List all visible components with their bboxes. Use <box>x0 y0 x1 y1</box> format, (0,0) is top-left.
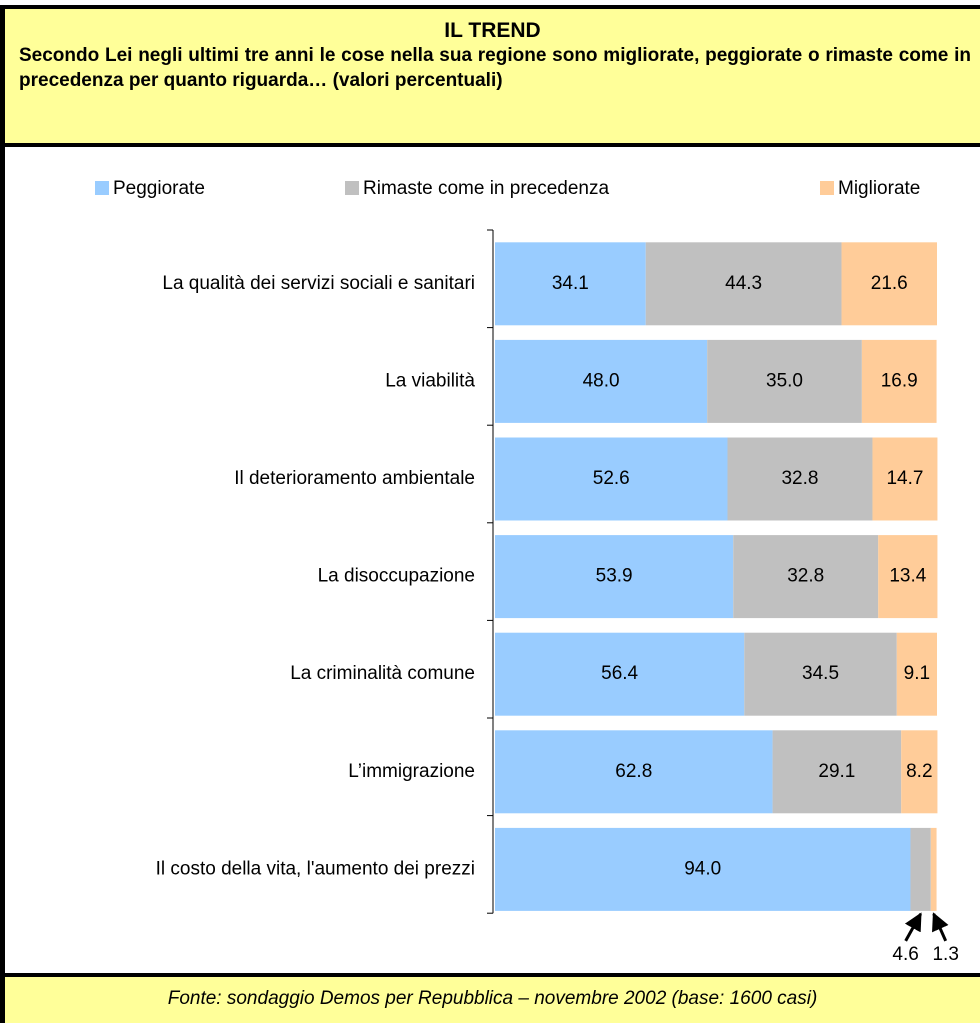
category-label: La criminalità comune <box>290 663 475 684</box>
bar-segment <box>861 339 937 423</box>
legend-label: Peggiorate <box>113 178 205 199</box>
bar-segment <box>495 730 773 814</box>
legend-label: Rimaste come in precedenza <box>363 178 609 199</box>
value-label: 62.8 <box>615 761 652 782</box>
category-label: Il deterioramento ambientale <box>234 468 475 489</box>
value-label: 1.3 <box>932 944 958 965</box>
bar-segment <box>841 242 937 326</box>
legend-swatch <box>345 181 359 195</box>
label-arrow <box>904 912 922 942</box>
value-label: 56.4 <box>601 663 638 684</box>
bar-segment <box>495 242 646 326</box>
bar-segment <box>495 437 728 521</box>
value-label: 52.6 <box>593 468 630 489</box>
bar-segment <box>495 339 708 423</box>
header: IL TREND Secondo Lei negli ultimi tre an… <box>0 5 980 147</box>
footer: Fonte: sondaggio Demos per Repubblica – … <box>0 973 980 1023</box>
chart: Peggiorate Rimaste come in precedenza Migl… <box>95 178 959 965</box>
value-label: 32.8 <box>787 566 824 587</box>
bar-segment <box>727 437 873 521</box>
bar-segment <box>707 339 862 423</box>
value-label: 21.6 <box>871 273 908 294</box>
bar-segment <box>930 827 937 911</box>
category-label: La qualità dei servizi sociali e sanitar… <box>162 273 475 294</box>
value-label: 32.8 <box>781 468 818 489</box>
legend-swatch <box>820 181 834 195</box>
value-label: 8.2 <box>906 761 932 782</box>
value-label: 4.6 <box>892 944 918 965</box>
bar-segment <box>733 535 879 619</box>
bar-segment <box>872 437 938 521</box>
bar-segment <box>744 632 897 716</box>
value-label: 13.4 <box>889 566 926 587</box>
bar-segment <box>645 242 842 326</box>
value-label: 94.0 <box>684 858 721 879</box>
subtitle: Secondo Lei negli ultimi tre anni le cos… <box>19 45 971 91</box>
category-label: L’immigrazione <box>348 761 475 782</box>
bar-segment <box>495 535 734 619</box>
category-label: La viabilità <box>385 370 475 391</box>
bar-segment <box>495 827 911 911</box>
value-label: 48.0 <box>583 370 620 391</box>
frame <box>0 147 5 973</box>
bar-segment <box>772 730 902 814</box>
value-label: 53.9 <box>596 566 633 587</box>
label-arrow <box>932 912 949 942</box>
legend-label: Migliorate <box>838 178 920 199</box>
category-label: La disoccupazione <box>318 566 475 587</box>
value-label: 34.5 <box>802 663 839 684</box>
value-label: 14.7 <box>886 468 923 489</box>
value-label: 44.3 <box>725 273 762 294</box>
bar-segment <box>896 632 937 716</box>
bar-segment <box>495 632 745 716</box>
value-label: 35.0 <box>766 370 803 391</box>
value-label: 29.1 <box>818 761 855 782</box>
category-label: Il costo della vita, l'aumento dei prezz… <box>156 858 475 879</box>
bar-segment <box>878 535 938 619</box>
value-label: 34.1 <box>552 273 589 294</box>
legend-swatch <box>95 181 109 195</box>
title: IL TREND <box>444 19 541 42</box>
value-label: 16.9 <box>881 370 918 391</box>
value-label: 9.1 <box>904 663 930 684</box>
bar-segment <box>901 730 938 814</box>
bar-segment <box>910 827 931 911</box>
